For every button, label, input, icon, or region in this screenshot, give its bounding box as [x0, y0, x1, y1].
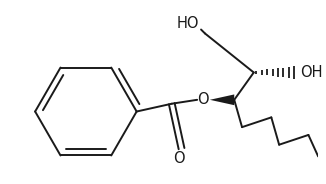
Text: O: O	[197, 92, 209, 107]
Text: O: O	[173, 151, 185, 166]
Text: OH: OH	[301, 65, 323, 80]
Polygon shape	[210, 94, 234, 105]
Text: HO: HO	[176, 16, 199, 31]
